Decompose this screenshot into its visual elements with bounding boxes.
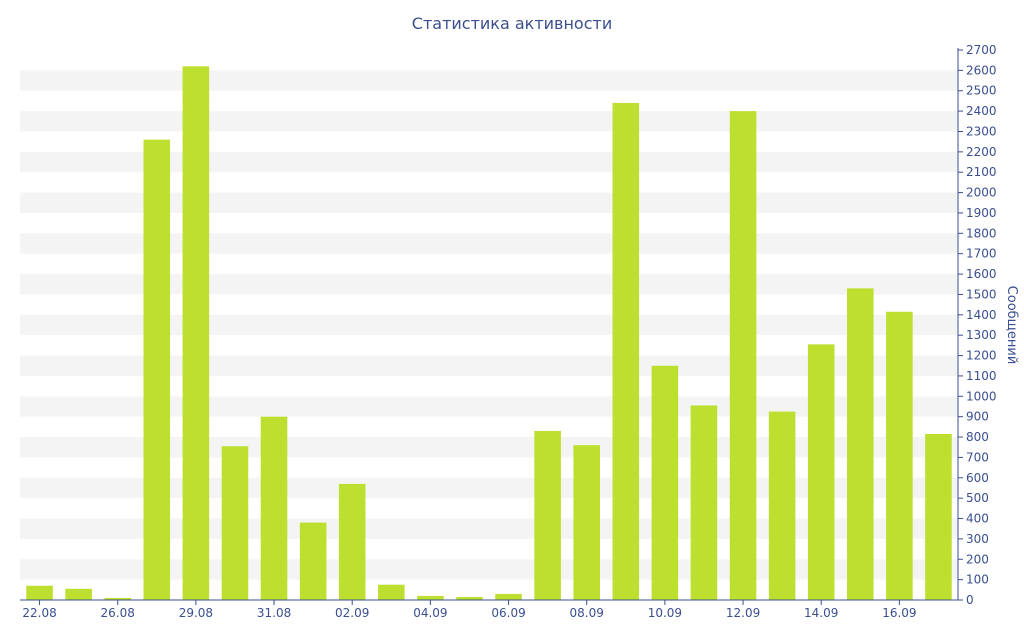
bar-05.09 [456, 596, 483, 600]
bar-02.09 [338, 483, 366, 600]
y-tick-label: 1800 [966, 226, 997, 240]
y-tick-label: 0 [966, 593, 974, 607]
y-tick-label: 1900 [966, 206, 997, 220]
x-tick-label: 29.08 [179, 606, 213, 620]
bar-15.09 [847, 288, 874, 600]
y-tick-label: 800 [966, 430, 989, 444]
y-tick-label: 1000 [966, 389, 997, 403]
bar-14.09 [807, 344, 835, 600]
grid-band [20, 437, 958, 458]
chart-title: Статистика активности [411, 14, 613, 33]
x-tick-label: 26.08 [101, 606, 135, 620]
bar-22.08 [26, 585, 53, 600]
y-tick-label: 900 [966, 410, 989, 424]
y-tick-label: 2100 [966, 165, 997, 179]
bar-28.08 [143, 139, 171, 600]
bar-10.09 [651, 365, 679, 600]
bar-11.09 [690, 405, 718, 600]
y-tick-label: 2700 [966, 43, 997, 57]
x-tick-label: 12.09 [726, 606, 760, 620]
y-tick-label: 500 [966, 491, 989, 505]
y-tick-label: 2400 [966, 104, 997, 118]
x-tick-label: 10.09 [648, 606, 682, 620]
bars-group [26, 66, 952, 601]
y-tick-label: 1300 [966, 328, 997, 342]
x-tick-label: 06.09 [491, 606, 525, 620]
bar-31.08 [260, 416, 288, 600]
y-tick-label: 1100 [966, 369, 997, 383]
bar-01.09 [299, 522, 327, 600]
y-tick-label: 1500 [966, 287, 997, 301]
y-tick-label: 2200 [966, 145, 997, 159]
bar-08.09 [573, 445, 600, 600]
x-ticks-group: 22.08 26.08 29.08 31.08 02.09 04.09 06.09 08.09… [22, 600, 917, 620]
bar-17.09 [925, 433, 952, 600]
x-tick-label: 02.09 [335, 606, 369, 620]
grid-bands [20, 70, 958, 580]
grid-band [20, 192, 958, 213]
bar-16.09 [886, 311, 913, 600]
y-tick-label: 600 [966, 471, 989, 485]
y-tick-label: 2500 [966, 84, 997, 98]
y-tick-label: 2000 [966, 186, 997, 200]
grid-band [20, 518, 958, 539]
bar-13.09 [768, 411, 796, 600]
bar-07.09 [534, 430, 561, 600]
grid-band [20, 477, 958, 499]
grid-band [20, 396, 958, 417]
y-ticks-group: 0 100 200 300 400 500 600 700 800 900 1000 1100 1200… [958, 43, 997, 607]
grid-band [20, 314, 958, 336]
bar-06.09 [495, 593, 522, 600]
y-axis-label: Сообщений [1004, 286, 1019, 365]
grid-band [20, 111, 958, 132]
grid-band [20, 70, 958, 91]
y-tick-label: 400 [966, 512, 989, 526]
x-tick-label: 22.08 [22, 606, 56, 620]
x-tick-label: 08.09 [570, 606, 604, 620]
bar-12.09 [729, 111, 757, 601]
y-tick-label: 1600 [966, 267, 997, 281]
grid-band [20, 233, 958, 254]
x-tick-label: 14.09 [804, 606, 838, 620]
y-tick-label: 1200 [966, 349, 997, 363]
y-tick-label: 2600 [966, 63, 997, 77]
y-tick-label: 200 [966, 552, 989, 566]
y-tick-label: 700 [966, 450, 989, 464]
grid-band [20, 151, 958, 173]
y-tick-label: 300 [966, 532, 989, 546]
bar-09.09 [612, 102, 640, 601]
bar-03.09 [378, 584, 405, 600]
y-tick-label: 2300 [966, 124, 997, 138]
x-tick-label: 04.09 [413, 606, 447, 620]
grid-band [20, 274, 958, 295]
x-tick-label: 16.09 [882, 606, 916, 620]
bar-29.08 [182, 66, 210, 601]
bar-30.08 [221, 446, 249, 600]
grid-band [20, 355, 958, 376]
y-tick-label: 1400 [966, 308, 997, 322]
x-tick-label: 31.08 [257, 606, 291, 620]
bar-04.09 [417, 595, 444, 600]
grid-band [20, 559, 958, 580]
y-tick-label: 100 [966, 573, 989, 587]
bar-24.08 [104, 597, 131, 600]
bar-23.08 [65, 588, 92, 600]
y-tick-label: 1700 [966, 247, 997, 261]
